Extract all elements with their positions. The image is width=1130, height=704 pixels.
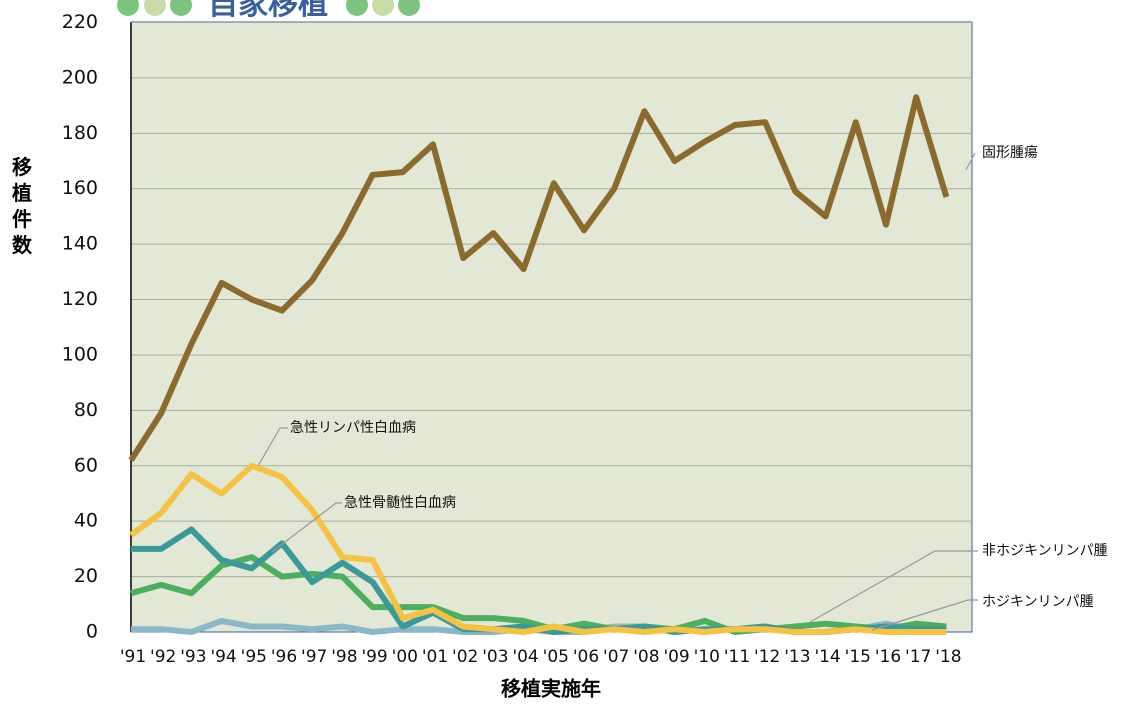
x-tick-label: '98: [331, 647, 357, 667]
series-label: ホジキンリンパ腫: [982, 594, 1094, 610]
x-tick-label: '03: [482, 647, 508, 667]
x-tick-label: '02: [452, 647, 478, 667]
y-tick-label: 200: [62, 66, 98, 88]
y-tick-label: 80: [74, 399, 98, 421]
x-tick-label: '04: [512, 647, 538, 667]
x-tick-label: '15: [845, 647, 871, 667]
series-line: [129, 462, 947, 635]
x-tick-label: '10: [694, 647, 720, 667]
chart-title: 自家移植: [208, 0, 328, 22]
y-tick-label: 160: [62, 177, 98, 199]
y-tick-label: 140: [62, 233, 98, 255]
x-tick-label: '97: [301, 647, 327, 667]
x-tick-label: '08: [633, 647, 659, 667]
y-tick-label: 20: [74, 565, 98, 587]
x-tick-label: '95: [241, 647, 267, 667]
y-tick-label: 0: [86, 621, 98, 643]
x-tick-label: '99: [361, 647, 387, 667]
x-tick-label: '13: [784, 647, 810, 667]
series-label: 非ホジキンリンパ腫: [982, 543, 1108, 559]
series-label: 固形腫瘍: [982, 144, 1038, 161]
series-line: [128, 94, 950, 462]
leader-line: [871, 599, 978, 631]
leader-line: [257, 427, 288, 467]
x-tick-label: '00: [392, 647, 418, 667]
y-tick-label: 100: [62, 343, 98, 365]
plot-area: [130, 21, 973, 633]
y-axis-label: 移植件数: [12, 155, 33, 257]
x-tick-label: '14: [814, 647, 840, 667]
x-tick-label: '05: [543, 647, 569, 667]
x-tick-label: '12: [754, 647, 780, 667]
series-label: 急性骨髄性白血病: [344, 495, 456, 511]
x-tick-label: '11: [724, 647, 750, 667]
y-tick-label: 60: [74, 454, 98, 476]
y-tick-label: 40: [74, 510, 98, 532]
leader-line: [965, 152, 976, 171]
x-tick-label: '06: [573, 647, 599, 667]
x-tick-label: '92: [150, 647, 176, 667]
leader-line: [271, 502, 342, 553]
x-tick-label: '17: [905, 647, 931, 667]
x-tick-label: '01: [422, 647, 448, 667]
y-tick-label: 120: [62, 288, 98, 310]
x-tick-label: '94: [210, 647, 236, 667]
leader-line: [809, 550, 978, 623]
x-tick-label: '16: [875, 647, 901, 667]
series-label: 急性リンパ性白血病: [290, 420, 416, 436]
x-tick-label: '91: [120, 647, 146, 667]
x-tick-label: '09: [663, 647, 689, 667]
title-dots: [117, 0, 420, 16]
y-tick-label: 220: [62, 11, 98, 33]
x-tick-label: '96: [271, 647, 297, 667]
x-tick-label: '18: [935, 647, 961, 667]
x-axis-label: 移植実施年: [501, 677, 601, 701]
series-line: [130, 554, 947, 635]
x-tick-label: '07: [603, 647, 629, 667]
x-tick-label: '93: [180, 647, 206, 667]
y-tick-label: 180: [62, 122, 98, 144]
